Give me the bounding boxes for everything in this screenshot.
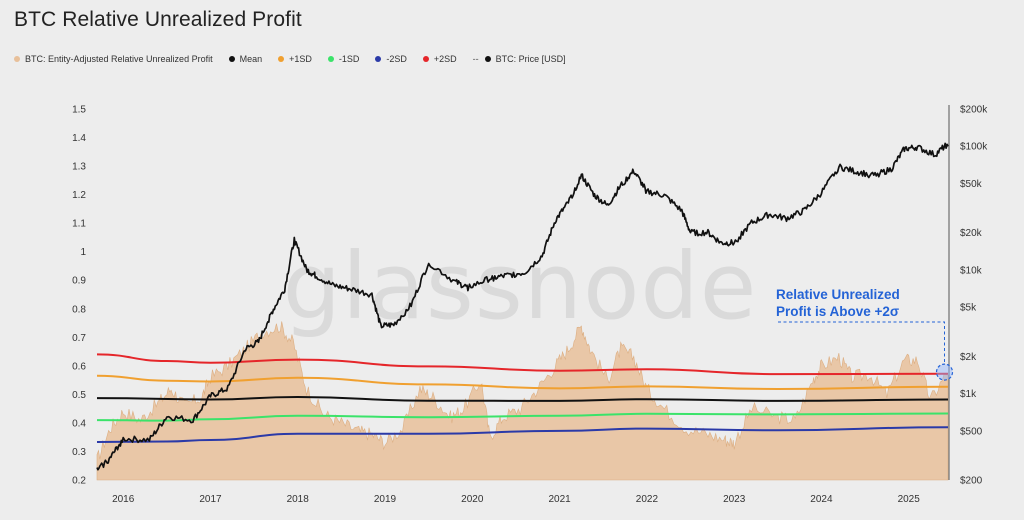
- y-left-tick-label: 1.1: [72, 219, 86, 230]
- legend-item-minus1sd[interactable]: -1SD: [327, 54, 360, 64]
- series-line-btc-price: [96, 142, 949, 471]
- legend-label-plus2sd: +2SD: [433, 54, 457, 64]
- y-right-tick-label: $500: [960, 426, 983, 437]
- y-right-tick-label: $100k: [960, 142, 988, 153]
- annotation: Relative Unrealized Profit is Above +2σ: [776, 286, 900, 320]
- legend-dash-price: --: [472, 54, 479, 64]
- legend-swatch-minus1sd: [327, 56, 334, 62]
- annotation-highlight-circle: [935, 363, 954, 381]
- legend-item-rup[interactable]: BTC: Entity-Adjusted Relative Unrealized…: [14, 54, 213, 64]
- x-tick-label: 2022: [636, 494, 659, 505]
- y-left-tick-label: 0.4: [72, 418, 86, 429]
- y-left-tick-label: 0.8: [72, 304, 86, 315]
- series-line-plus1sd: [96, 374, 949, 391]
- y-left-tick-label: 1.4: [72, 133, 86, 144]
- legend-swatch-mean: [228, 56, 235, 62]
- y-left-tick-label: 1.5: [72, 105, 86, 116]
- series-area-relative-unrealized-profit: [96, 321, 949, 481]
- legend-swatch-price: [484, 56, 491, 62]
- y-right-tick-label: $10k: [960, 265, 983, 276]
- y-right-tick-label: $200k: [960, 105, 988, 116]
- series-line-mean: [96, 395, 949, 402]
- y-right-tick-label: $5k: [960, 303, 977, 314]
- y-left-tick-label: 0.9: [72, 276, 86, 287]
- y-right-tick-label: $50k: [960, 179, 983, 190]
- legend-label-rup: BTC: Entity-Adjusted Relative Unrealized…: [25, 54, 213, 64]
- legend-item-price[interactable]: -- BTC: Price [USD]: [473, 54, 566, 64]
- legend: BTC: Entity-Adjusted Relative Unrealized…: [14, 54, 582, 64]
- annotation-line-2: Profit is Above +2σ: [776, 304, 900, 319]
- legend-item-plus1sd[interactable]: +1SD: [278, 54, 312, 64]
- x-tick-label: 2023: [723, 494, 746, 505]
- chart-title: BTC Relative Unrealized Profit: [14, 8, 302, 31]
- legend-label-minus1sd: -1SD: [338, 54, 360, 64]
- legend-label-price: BTC: Price [USD]: [495, 54, 566, 64]
- annotation-connector: [778, 321, 945, 364]
- legend-item-plus2sd[interactable]: +2SD: [422, 54, 457, 64]
- x-tick-label: 2016: [112, 494, 135, 505]
- x-tick-label: 2024: [810, 494, 833, 505]
- y-right-tick-label: $200: [960, 476, 983, 487]
- series-line-minus2sd: [96, 426, 949, 443]
- y-left-tick-label: 1.3: [72, 162, 86, 173]
- y-right-tick-label: $1k: [960, 389, 977, 400]
- legend-swatch-rup: [14, 56, 20, 62]
- y-left-tick-label: 1: [80, 247, 86, 258]
- y-right-tick-label: $2k: [960, 352, 977, 363]
- legend-item-minus2sd[interactable]: -2SD: [375, 54, 407, 64]
- y-left-tick-label: 0.2: [72, 476, 86, 487]
- y-left-tick-label: 0.7: [72, 333, 86, 344]
- x-tick-label: 2025: [898, 494, 921, 505]
- legend-item-mean[interactable]: Mean: [228, 54, 263, 64]
- x-tick-label: 2017: [199, 494, 222, 505]
- legend-label-plus1sd: +1SD: [289, 54, 312, 64]
- x-tick-label: 2021: [548, 494, 571, 505]
- y-left-tick-label: 0.3: [72, 447, 86, 458]
- annotation-line-1: Relative Unrealized: [776, 287, 900, 302]
- legend-swatch-minus2sd: [375, 56, 382, 62]
- legend-label-mean: Mean: [239, 54, 263, 64]
- y-left-tick-label: 0.5: [72, 390, 86, 401]
- legend-label-minus2sd: -2SD: [386, 54, 407, 64]
- y-right-tick-label: $20k: [960, 228, 983, 239]
- legend-swatch-plus2sd: [422, 56, 429, 62]
- y-left-tick-label: 0.6: [72, 361, 86, 372]
- series-line-plus2sd: [96, 353, 949, 376]
- x-tick-label: 2018: [287, 494, 310, 505]
- x-tick-label: 2019: [374, 494, 397, 505]
- x-tick-label: 2020: [461, 494, 484, 505]
- legend-swatch-plus1sd: [278, 56, 285, 62]
- watermark: glassnode: [283, 233, 758, 340]
- y-left-tick-label: 1.2: [72, 190, 86, 201]
